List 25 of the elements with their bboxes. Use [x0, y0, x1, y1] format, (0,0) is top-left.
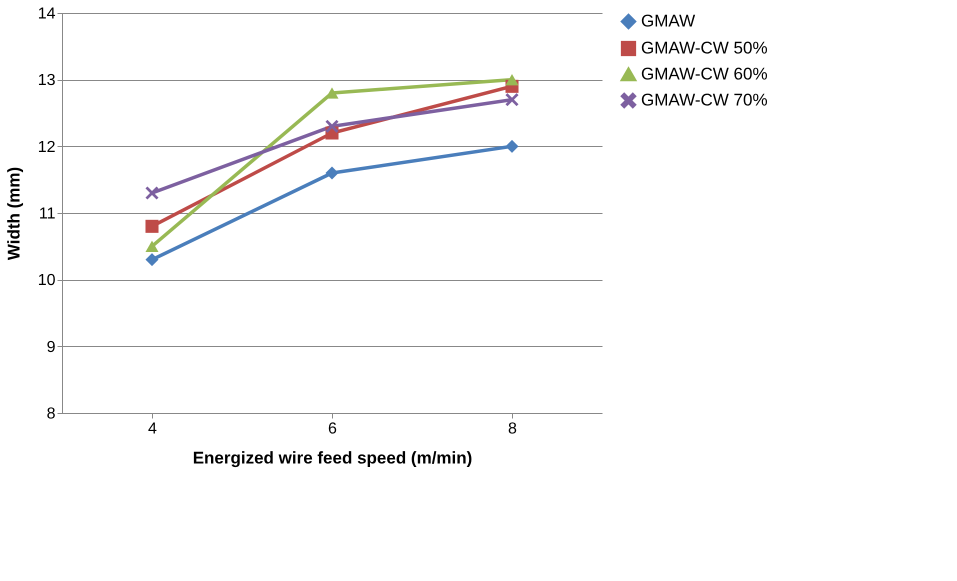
- point: [145, 240, 159, 252]
- legend-label: GMAW: [641, 12, 696, 30]
- point: [145, 253, 159, 266]
- y-tick-label: 12: [38, 138, 56, 156]
- point: [325, 120, 339, 133]
- point: [325, 166, 339, 180]
- x-tick-label: 8: [508, 420, 518, 438]
- y-tick-label: 8: [46, 406, 56, 422]
- legend-label: GMAW-CW 60%: [641, 64, 768, 84]
- x-tick-label: 6: [328, 420, 338, 438]
- point: [145, 186, 159, 200]
- point: [145, 220, 159, 233]
- y-tick-label: 13: [38, 72, 56, 90]
- y-tick-label: 11: [38, 206, 56, 222]
- point: [505, 93, 519, 106]
- legend-label: GMAW-CW 50%: [641, 38, 768, 58]
- x-tick-label: 4: [148, 420, 158, 438]
- legend-label: GMAW-CW 70%: [641, 90, 768, 110]
- x-axis-title: Energized wire feed speed (m/min): [192, 448, 472, 468]
- point: [505, 140, 519, 153]
- point: [505, 74, 519, 86]
- y-tick-label: 9: [46, 338, 56, 356]
- y-tick-label: 10: [38, 272, 56, 290]
- y-tick-label: 14: [38, 6, 56, 22]
- y-axis-title: Width (mm): [4, 166, 24, 260]
